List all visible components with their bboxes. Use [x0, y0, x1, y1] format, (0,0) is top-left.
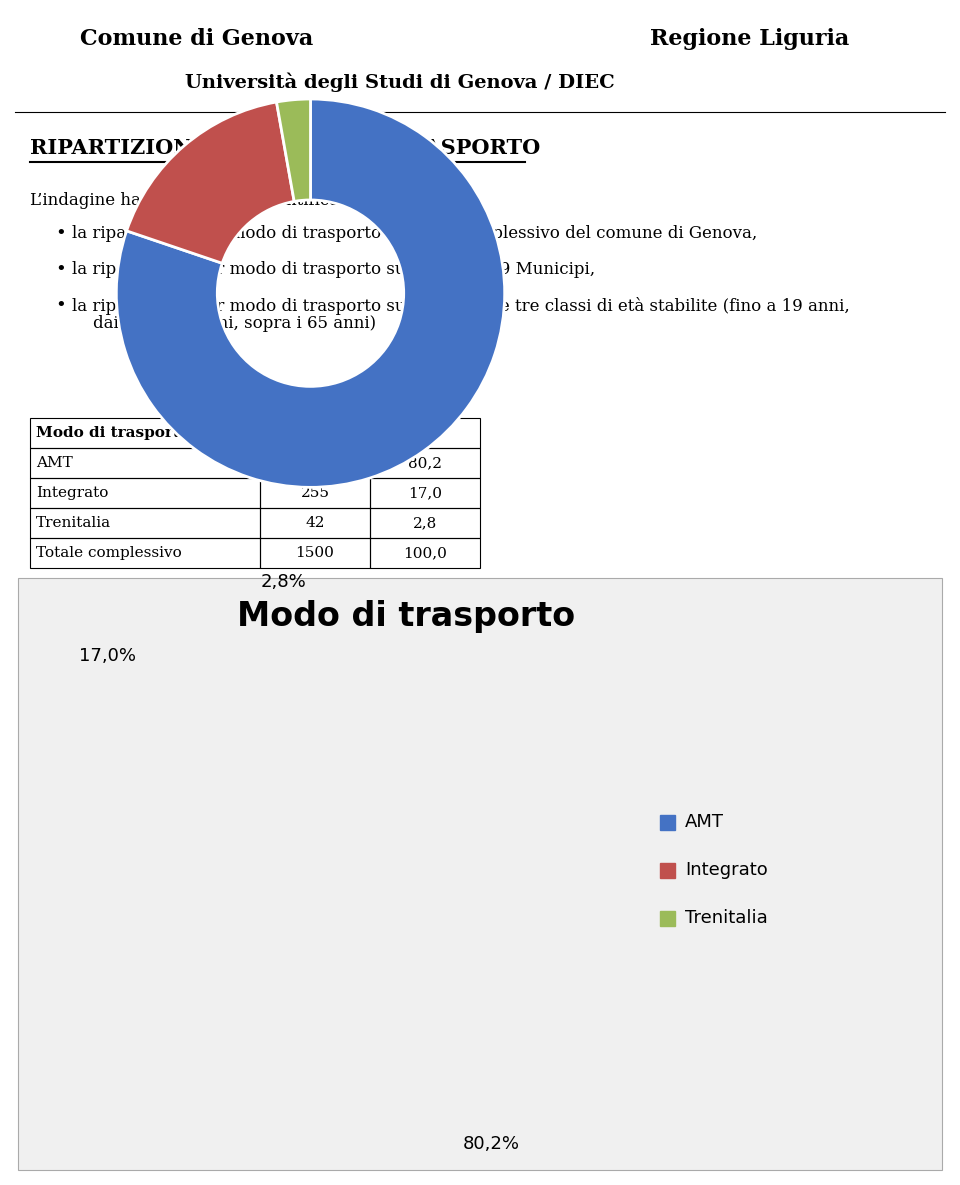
- Text: 255: 255: [300, 486, 329, 500]
- Text: dai 20 ai 65 anni, sopra i 65 anni): dai 20 ai 65 anni, sopra i 65 anni): [72, 315, 376, 332]
- Wedge shape: [116, 100, 505, 487]
- Bar: [260, 478, 370, 508]
- Text: la ripartizione per modo di trasporto a livello complessivo del comune di Genova: la ripartizione per modo di trasporto a …: [72, 225, 757, 242]
- Bar: [370, 418, 480, 448]
- Bar: [30, 538, 260, 568]
- Text: •: •: [55, 225, 65, 243]
- Bar: [370, 508, 480, 538]
- Text: Regione Liguria: Regione Liguria: [650, 28, 850, 50]
- Text: Integrato: Integrato: [36, 486, 108, 500]
- Text: 2,8%: 2,8%: [260, 574, 306, 591]
- Bar: [260, 448, 370, 478]
- Text: •: •: [55, 297, 65, 315]
- Bar: [30, 508, 260, 538]
- Text: 100,0: 100,0: [403, 546, 447, 561]
- Text: 1203: 1203: [296, 456, 334, 470]
- Wedge shape: [276, 100, 310, 201]
- Text: la ripartizione per modo di trasporto suddivisa sui 9 Municipi,: la ripartizione per modo di trasporto su…: [72, 261, 595, 278]
- Bar: [370, 538, 480, 568]
- Text: 17,0: 17,0: [408, 486, 442, 500]
- Bar: [30, 448, 260, 478]
- Text: 80,2%: 80,2%: [463, 1135, 520, 1153]
- Bar: [370, 448, 480, 478]
- Text: Trenitalia: Trenitalia: [685, 909, 768, 928]
- Text: [v.a.]: [v.a.]: [294, 425, 336, 440]
- Text: Modo di trasporto: Modo di trasporto: [237, 600, 575, 633]
- Bar: [260, 538, 370, 568]
- Text: Integrato: Integrato: [685, 861, 768, 879]
- Wedge shape: [127, 102, 294, 263]
- Bar: [660, 815, 675, 830]
- Text: [%]: [%]: [411, 425, 440, 440]
- Text: Trenitalia: Trenitalia: [36, 515, 111, 530]
- Text: L’indagine ha consentito di identificare:: L’indagine ha consentito di identificare…: [30, 192, 363, 209]
- Bar: [30, 418, 260, 448]
- Bar: [30, 478, 260, 508]
- Bar: [260, 508, 370, 538]
- Text: 2,8: 2,8: [413, 515, 437, 530]
- Text: Università degli Studi di Genova / DIEC: Università degli Studi di Genova / DIEC: [185, 72, 614, 91]
- Bar: [260, 418, 370, 448]
- Text: AMT: AMT: [36, 456, 73, 470]
- Text: 1500: 1500: [296, 546, 334, 561]
- Text: •: •: [55, 261, 65, 278]
- Bar: [370, 478, 480, 508]
- Text: Modo di trasporto: Modo di trasporto: [36, 425, 190, 440]
- Text: Totale complessivo: Totale complessivo: [36, 546, 181, 561]
- Text: 17,0%: 17,0%: [80, 647, 136, 665]
- Text: 42: 42: [305, 515, 324, 530]
- Text: 80,2: 80,2: [408, 456, 442, 470]
- Bar: [660, 863, 675, 878]
- Text: Comune di Genova: Comune di Genova: [80, 28, 313, 50]
- Text: AMT: AMT: [685, 813, 724, 832]
- Bar: [660, 911, 675, 925]
- Text: la ripartizione per modo di trasporto suddivisa sulle tre classi di età stabilit: la ripartizione per modo di trasporto su…: [72, 297, 850, 315]
- Text: RIPARTIZIONE PER MODO DI TRASPORTO: RIPARTIZIONE PER MODO DI TRASPORTO: [30, 137, 540, 158]
- Bar: [18, 578, 942, 1170]
